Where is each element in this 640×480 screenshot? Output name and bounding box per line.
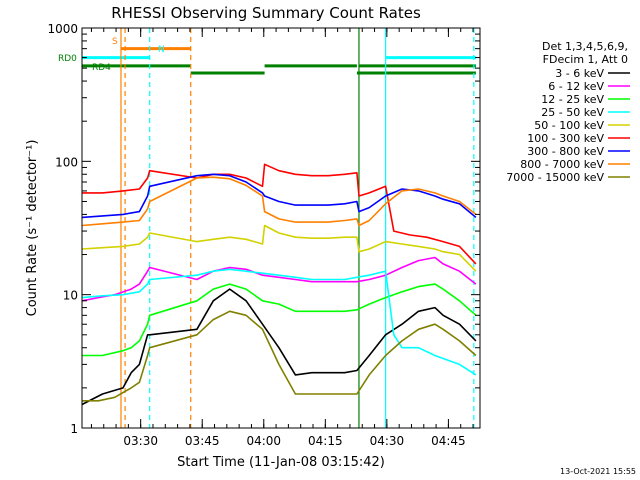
flag-label-n: N — [158, 45, 165, 55]
legend-header-line-1: FDecim 1, Att 0 — [543, 53, 628, 66]
series-lines — [81, 163, 477, 406]
y-axis-label: Count Rate (s⁻¹ detector⁻¹) — [25, 140, 40, 317]
flag-label-rd4: RD4 — [92, 63, 111, 73]
flag-label-s: S — [112, 37, 118, 47]
legend-entry-25-50-kev: 25 - 50 keV — [541, 106, 604, 119]
legend-entry-300-800-kev: 300 - 800 keV — [527, 145, 604, 158]
plot-frame — [81, 27, 481, 429]
series-12-25-kev — [82, 283, 477, 357]
series-6-12-kev — [81, 256, 477, 302]
legend-header-line-0: Det 1,3,4,5,6,9, — [542, 40, 628, 53]
y-tick-label: 1 — [70, 422, 78, 436]
y-tick-label: 10 — [63, 289, 78, 303]
x-tick-label: 03:45 — [185, 434, 220, 448]
y-axis-ticks: 1 10 100 1000 — [47, 22, 480, 436]
series-25-50-kev — [81, 268, 477, 376]
y-tick-label: 100 — [55, 155, 78, 169]
series-50-100-kev — [81, 224, 477, 272]
mode-change-lines — [120, 28, 475, 428]
legend-entry-100-300-kev: 100 - 300 keV — [527, 132, 604, 145]
series-100-300-kev — [82, 163, 477, 265]
y-tick-label: 1000 — [47, 22, 78, 36]
interval-bars — [82, 47, 476, 75]
legend-entry-7000-15000-kev: 7000 - 15000 keV — [506, 171, 604, 184]
footer-date: 13-Oct-2021 15:55 — [560, 467, 636, 476]
x-tick-label: 04:00 — [246, 434, 281, 448]
legend-entry-12-25-kev: 12 - 25 keV — [541, 93, 604, 106]
x-tick-label: 04:45 — [431, 434, 466, 448]
flag-label-rd0: RD0 — [58, 54, 77, 64]
x-tick-label: 03:30 — [123, 434, 158, 448]
legend-entry-800-7000-kev: 800 - 7000 keV — [520, 158, 604, 171]
legend-entry-3-6-kev: 3 - 6 keV — [555, 67, 604, 80]
x-axis-ticks: 03:30 03:45 04:00 04:15 04:30 04:45 — [90, 28, 474, 448]
x-tick-label: 04:30 — [370, 434, 405, 448]
chart-title: RHESSI Observing Summary Count Rates — [111, 4, 421, 22]
flag-labels: S N RD0 RD4 — [58, 37, 165, 73]
series-800-7000-kev — [81, 176, 477, 227]
x-axis-label: Start Time (11-Jan-08 03:15:42) — [177, 455, 385, 470]
series-3-6-kev — [81, 288, 477, 406]
legend-entry-6-12-kev: 6 - 12 keV — [548, 80, 604, 93]
legend-entry-50-100-kev: 50 - 100 keV — [534, 119, 604, 132]
x-tick-label: 04:15 — [308, 434, 343, 448]
legend: Det 1,3,4,5,6,9,FDecim 1, Att 03 - 6 keV… — [506, 40, 630, 184]
series-7000-15000-kev — [82, 310, 477, 402]
